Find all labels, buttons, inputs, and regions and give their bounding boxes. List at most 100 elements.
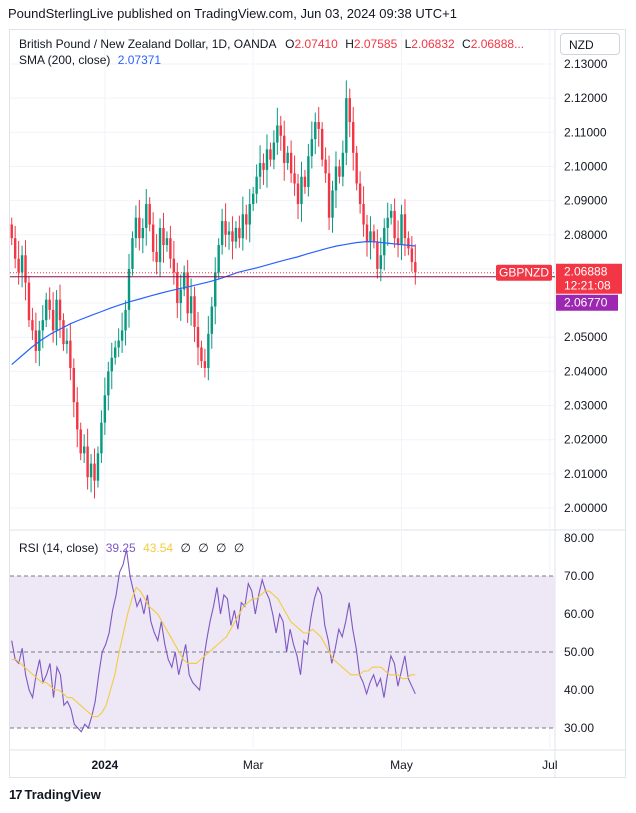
candle-body [86,446,89,478]
candle-body [324,159,327,174]
price-tick-label: 2.08000 [564,228,608,242]
candle-body [352,122,355,153]
candle-body [407,238,410,249]
time-tick-label: 2024 [92,758,119,772]
price-tag-countdown: 12:21:08 [564,279,611,293]
candle-body [72,367,76,403]
publisher-credit: PoundSterlingLive published on TradingVi… [8,6,457,21]
candle-body [362,204,365,225]
rsi-ma-line [11,586,416,718]
candle-body [96,453,100,481]
price-tick-label: 2.10000 [564,159,608,173]
candle-body [148,204,151,225]
tradingview-logo[interactable]: 17 TradingView [9,787,101,802]
candle-body [248,204,251,225]
price-tag [556,263,622,294]
candle-body [307,156,310,187]
candle-body [320,128,324,160]
candle-body [34,330,38,351]
candle-body [210,306,213,334]
candle-body [193,296,196,327]
candle-body [303,176,307,187]
candle-body [358,183,362,205]
candle-body [207,333,210,368]
candle-body [227,231,231,235]
candle-body [93,463,96,481]
candle-body [241,214,245,239]
rsi-tick-label: 60.00 [564,607,594,621]
rsi-value: 39.25 [105,541,136,555]
candle-body [65,340,69,345]
rsi-legend: RSI (14, close) 39.25 43.54 ∅ ∅ ∅ ∅ [19,541,244,555]
candle-body [293,173,296,184]
candle-body [414,262,417,273]
currency-button[interactable]: NZD [560,33,620,55]
candle-body [238,227,241,239]
rsi-band [10,576,555,728]
sma-line [11,240,416,366]
candle-body [255,176,258,194]
candle-body [365,224,369,242]
candle-body [310,139,314,157]
rsi-tick-label: 70.00 [564,569,594,583]
candle-body [17,258,20,273]
candle-body [383,227,386,256]
null-icon: ∅ [198,541,209,555]
low-value: 2.06832 [411,37,455,51]
candle-body [89,463,93,478]
high-value: 2.07585 [353,37,398,51]
open-value: 2.07410 [294,37,338,51]
candle-body [348,98,351,123]
candle-body [107,371,110,396]
sma-legend: SMA (200, close) 2.07371 [19,53,161,67]
candle-body [341,152,345,177]
sma-value: 2.07371 [117,53,162,67]
candle-body [76,402,79,430]
candle-body [55,299,58,331]
tradingview-logo-icon: 17 [9,787,23,802]
candle-body [100,422,103,454]
candle-body [396,238,400,246]
candle-body [203,361,207,368]
rsi-line [11,549,416,733]
price-tag-value: 2.06888 [564,265,608,279]
null-icon: ∅ [180,541,191,555]
candle-body [179,289,182,304]
candle-body [231,231,234,242]
symbol-title: British Pound / New Zealand Dollar, 1D, … [19,37,276,51]
null-icon: ∅ [216,541,227,555]
candle-body [20,255,24,273]
candle-body [141,227,145,239]
candles [10,80,417,499]
rsi-tick-label: 80.00 [564,531,594,545]
candle-body [31,320,34,331]
candle-body [331,190,334,218]
candle-body [345,98,348,153]
candle-body [200,347,203,362]
price-tick-label: 2.09000 [564,194,608,208]
tradingview-brand-name: TradingView [24,787,101,802]
candle-body [245,214,248,225]
time-tick-label: Mar [243,758,264,772]
candle-body [158,227,162,263]
candle-body [13,238,17,259]
candle-body [110,357,113,372]
candle-body [165,238,169,246]
rsi-tick-label: 50.00 [564,645,594,659]
candle-body [145,204,148,228]
candle-body [272,142,276,160]
candle-body [151,224,155,252]
price-tick-label: 2.01000 [564,467,608,481]
candle-body [334,166,338,191]
candle-body [279,125,282,136]
candle-body [327,173,331,218]
main-legend: British Pound / New Zealand Dollar, 1D, … [19,37,524,51]
candle-body [410,248,414,263]
candle-body [48,299,51,310]
candle-body [186,272,189,314]
candle-body [286,152,289,164]
candle-body [138,217,141,239]
candle-body [296,183,300,205]
candle-body [69,340,72,368]
